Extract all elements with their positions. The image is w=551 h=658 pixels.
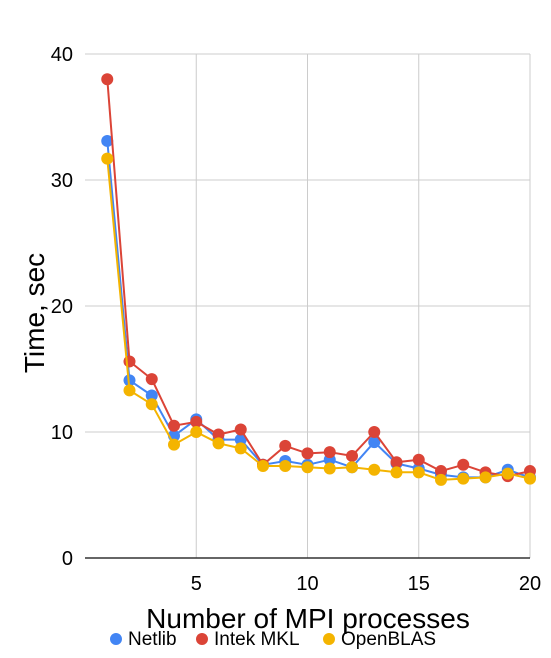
series — [101, 73, 536, 486]
legend-item: Netlib — [110, 629, 177, 650]
data-point — [368, 426, 381, 438]
y-axis-title: Time, sec — [19, 253, 50, 373]
data-point — [412, 453, 425, 466]
x-axis-title: Number of MPI processes — [146, 603, 470, 634]
data-point — [123, 384, 136, 397]
x-tick-label: 5 — [191, 573, 202, 595]
data-point — [234, 423, 247, 436]
x-tick-label: 10 — [296, 573, 318, 595]
data-point — [390, 456, 403, 469]
data-point — [457, 458, 470, 471]
y-tick-label: 10 — [51, 422, 73, 444]
x-tick-labels: 5 10 15 20 — [191, 573, 541, 595]
data-point — [390, 466, 403, 479]
data-point — [101, 134, 114, 147]
data-point — [101, 73, 114, 86]
data-point — [145, 373, 158, 386]
x-tick-label: 15 — [408, 573, 430, 595]
legend: Netlib Intek MKL OpenBLAS — [110, 629, 436, 650]
data-point — [279, 460, 292, 473]
data-point — [101, 152, 114, 165]
data-point — [257, 460, 269, 473]
legend-marker — [196, 633, 208, 645]
data-point — [145, 398, 158, 411]
data-point — [190, 426, 203, 438]
data-point — [501, 467, 514, 480]
series-line — [106, 79, 531, 478]
data-point — [412, 466, 425, 479]
y-tick-label: 0 — [62, 548, 73, 570]
data-point — [234, 433, 247, 446]
legend-label: Netlib — [128, 629, 177, 650]
legend-label: Intek MKL — [214, 629, 300, 650]
legend-label: OpenBLAS — [341, 629, 436, 650]
data-point — [368, 436, 381, 449]
data-point — [123, 355, 136, 368]
legend-item: OpenBLAS — [323, 629, 436, 650]
data-point — [435, 473, 447, 486]
data-point — [346, 461, 358, 474]
data-point — [145, 389, 158, 402]
data-point — [190, 415, 203, 428]
y-tick-labels: 0 10 20 30 40 — [51, 44, 73, 570]
data-point — [435, 465, 447, 478]
x-tick-label: 20 — [519, 573, 541, 595]
legend-item: Intek MKL — [196, 629, 300, 650]
data-point — [368, 463, 381, 476]
y-tick-label: 40 — [51, 44, 73, 66]
grid-lines — [85, 53, 531, 558]
data-point — [479, 471, 492, 484]
legend-marker — [110, 633, 122, 645]
legend-marker — [323, 633, 335, 645]
data-point — [524, 472, 536, 485]
data-point — [323, 446, 336, 459]
data-point — [212, 437, 225, 450]
y-tick-label: 20 — [51, 296, 73, 318]
data-point — [323, 462, 336, 475]
data-point — [168, 438, 180, 451]
data-point — [346, 449, 358, 462]
data-point — [234, 442, 247, 455]
data-point — [301, 447, 314, 460]
data-point — [457, 472, 470, 485]
data-point — [279, 439, 292, 452]
data-point — [301, 461, 314, 474]
data-point — [168, 419, 180, 432]
y-tick-label: 30 — [51, 170, 73, 192]
data-point — [212, 428, 225, 441]
series-openblas — [101, 152, 536, 486]
